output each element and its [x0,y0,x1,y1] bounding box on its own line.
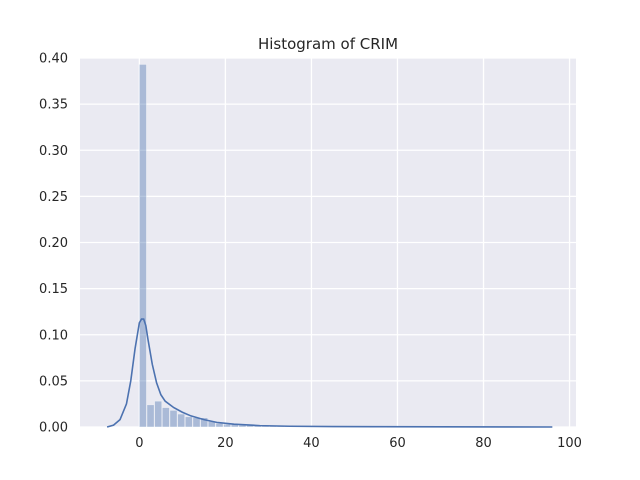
x-tick-label: 40 [303,436,320,451]
y-tick-label: 0.20 [39,236,68,251]
y-tick-label: 0.40 [39,52,68,67]
y-tick-label: 0.05 [39,374,68,389]
histogram-bar [223,423,231,428]
x-tick-label: 100 [557,436,582,451]
histogram-bar [139,64,147,428]
histogram-bar [146,404,155,428]
x-tick-label: 60 [389,436,406,451]
histogram-bar [169,410,178,428]
y-tick-label: 0.30 [39,144,68,159]
y-axis-ticks: 0.00 0.05 0.10 0.15 0.20 0.25 0.30 0.35 0.40 [39,52,68,436]
kde-line [106,318,553,428]
histogram-bar [162,407,170,428]
histogram-bar [215,423,224,428]
histogram-bar [177,413,185,428]
y-tick-label: 0.00 [39,421,68,436]
x-tick-label: 80 [475,436,492,451]
x-tick-label: 20 [217,436,234,451]
y-tick-label: 0.10 [39,328,68,343]
y-tick-label: 0.25 [39,190,68,205]
grid [80,57,576,428]
x-axis-ticks: 0 20 40 60 80 100 [135,436,582,451]
histogram-bar [200,417,208,428]
chart-title: Histogram of CRIM [258,35,398,53]
y-tick-label: 0.15 [39,282,68,297]
histogram-bar [185,416,193,428]
histogram-bar [192,417,201,428]
y-tick-label: 0.35 [39,98,68,113]
histogram-bar [154,400,162,428]
x-tick-label: 0 [135,436,143,451]
